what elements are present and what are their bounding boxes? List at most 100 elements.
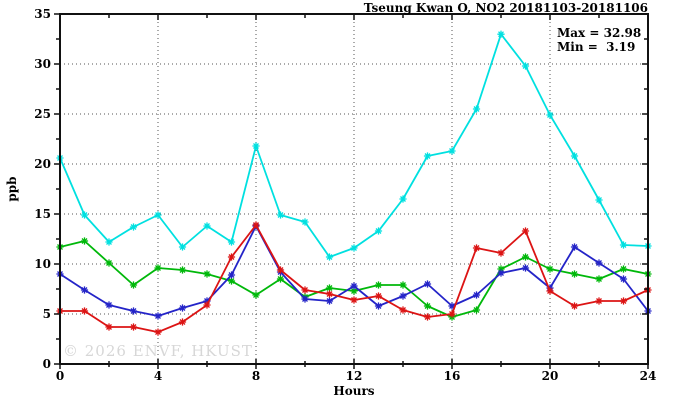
series-layer	[56, 30, 652, 336]
axis-layer: 0 5 10 15 20 25 30 35 0 4 8 12 16 20 24	[34, 7, 656, 383]
x-axis-title: Hours	[333, 384, 374, 398]
data-point-marker-green-series	[227, 277, 236, 285]
x-tick-label: 8	[252, 369, 260, 383]
data-point-marker-red-series	[105, 323, 113, 331]
data-point-marker-cyan-series	[325, 253, 334, 261]
data-point-marker-blue-series	[301, 295, 309, 303]
data-point-marker-cyan-series	[374, 227, 383, 235]
data-point-marker-blue-series	[570, 243, 579, 251]
x-tick-label: 4	[154, 369, 162, 383]
data-point-marker-green-series	[423, 302, 432, 310]
data-point-marker-blue-series	[154, 312, 162, 320]
data-point-marker-green-series	[276, 275, 285, 283]
data-point-marker-green-series	[570, 270, 579, 278]
data-point-marker-red-series	[252, 221, 260, 229]
data-point-marker-green-series	[546, 265, 554, 273]
data-point-marker-cyan-series	[276, 211, 285, 219]
data-point-marker-blue-series	[374, 302, 383, 310]
data-point-marker-cyan-series	[448, 147, 456, 155]
data-point-marker-blue-series	[227, 271, 236, 279]
data-point-marker-cyan-series	[80, 211, 89, 219]
data-point-marker-blue-series	[399, 292, 407, 300]
data-point-marker-red-series	[154, 328, 162, 336]
data-point-marker-green-series	[350, 287, 358, 295]
y-tick-label: 30	[34, 57, 51, 71]
data-point-marker-green-series	[80, 237, 89, 245]
data-point-marker-cyan-series	[570, 152, 579, 160]
data-point-marker-blue-series	[105, 301, 113, 309]
series-line-cyan-series	[59, 33, 649, 258]
data-point-marker-blue-series	[203, 297, 211, 305]
data-point-marker-red-series	[301, 286, 309, 294]
data-point-marker-green-series	[105, 259, 113, 267]
data-point-marker-cyan-series	[154, 211, 162, 219]
data-point-marker-red-series	[472, 244, 481, 252]
data-point-marker-red-series	[497, 249, 505, 257]
data-point-marker-blue-series	[80, 286, 89, 294]
data-point-marker-green-series	[399, 281, 407, 289]
data-point-marker-cyan-series	[423, 152, 432, 160]
data-point-marker-red-series	[276, 266, 285, 274]
data-point-marker-red-series	[595, 297, 603, 305]
data-point-marker-cyan-series	[472, 105, 481, 113]
y-tick-label: 15	[34, 207, 51, 221]
chart-title: Tseung Kwan O, NO2 20181103-20181106	[363, 1, 648, 15]
watermark-text: © 2026 ENVF, HKUST	[63, 342, 253, 360]
data-point-marker-red-series	[448, 310, 456, 318]
data-point-marker-red-series	[350, 296, 358, 304]
min-value-label: Min = 3.19	[557, 40, 636, 54]
data-point-marker-red-series	[227, 253, 236, 261]
data-point-marker-blue-series	[178, 304, 187, 312]
data-point-marker-green-series	[374, 281, 383, 289]
data-point-marker-cyan-series	[203, 222, 211, 230]
data-point-marker-green-series	[619, 265, 628, 273]
data-point-marker-cyan-series	[497, 30, 505, 38]
data-point-marker-red-series	[325, 290, 334, 298]
data-point-marker-red-series	[619, 297, 628, 305]
data-point-marker-blue-series	[129, 307, 138, 315]
data-point-marker-blue-series	[472, 291, 481, 299]
data-point-marker-green-series	[521, 253, 530, 261]
x-tick-label: 16	[444, 369, 461, 383]
data-point-marker-green-series	[325, 284, 334, 292]
y-axis-title: ppb	[5, 176, 19, 201]
x-tick-label: 0	[56, 369, 64, 383]
y-tick-label: 35	[34, 7, 51, 21]
data-point-marker-blue-series	[325, 297, 334, 305]
data-point-marker-blue-series	[423, 280, 432, 288]
data-point-marker-cyan-series	[619, 241, 628, 249]
data-point-marker-green-series	[497, 265, 505, 273]
data-point-marker-cyan-series	[129, 223, 138, 231]
data-point-marker-red-series	[521, 227, 530, 235]
y-tick-label: 25	[34, 107, 51, 121]
max-min-annotation: Max = 32.98 Min = 3.19	[557, 26, 641, 54]
data-point-marker-cyan-series	[301, 218, 309, 226]
data-point-marker-red-series	[129, 323, 138, 331]
data-point-marker-cyan-series	[227, 238, 236, 246]
data-point-marker-green-series	[595, 275, 603, 283]
data-point-marker-red-series	[546, 287, 554, 295]
max-value-label: Max = 32.98	[557, 26, 642, 40]
y-tick-label: 0	[43, 357, 51, 371]
data-point-marker-green-series	[154, 264, 162, 272]
data-point-marker-green-series	[252, 291, 260, 299]
data-point-marker-cyan-series	[105, 238, 113, 246]
data-point-marker-blue-series	[595, 259, 603, 267]
data-point-marker-cyan-series	[252, 142, 260, 150]
data-point-marker-green-series	[472, 306, 481, 314]
data-point-marker-red-series	[570, 302, 579, 310]
y-tick-label: 10	[34, 257, 51, 271]
data-point-marker-blue-series	[497, 269, 505, 277]
grid-layer	[60, 14, 648, 364]
data-point-marker-blue-series	[448, 302, 456, 310]
data-point-marker-blue-series	[350, 282, 358, 290]
data-point-marker-red-series	[374, 292, 383, 300]
x-tick-label: 12	[346, 369, 363, 383]
data-point-marker-red-series	[80, 307, 89, 315]
data-point-marker-cyan-series	[595, 196, 603, 204]
data-point-marker-cyan-series	[350, 244, 358, 252]
data-point-marker-cyan-series	[178, 243, 187, 251]
y-tick-label: 20	[34, 157, 51, 171]
